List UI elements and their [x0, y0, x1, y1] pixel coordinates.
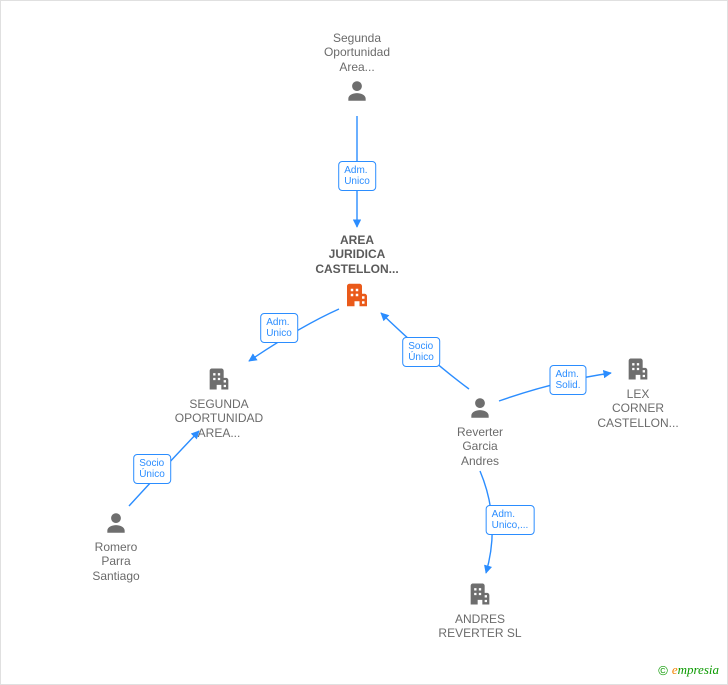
node-segunda-oportunidad-top[interactable]: Segunda Oportunidad Area... [292, 31, 422, 108]
node-segunda-oportunidad-lower[interactable]: SEGUNDA OPORTUNIDAD AREA... [154, 361, 284, 440]
building-icon [292, 280, 422, 310]
edge-label-socio-unico-1: Socio Único [402, 337, 440, 367]
node-label: SEGUNDA OPORTUNIDAD AREA... [154, 397, 284, 440]
diagram-canvas: Adm. Unico Adm. Unico Socio Único Adm. S… [0, 0, 728, 685]
person-icon [292, 78, 422, 104]
node-area-juridica[interactable]: AREA JURIDICA CASTELLON... [292, 233, 422, 314]
copyright-symbol: © [658, 663, 668, 678]
node-label: ANDRES REVERTER SL [415, 612, 545, 641]
brand-rest: mpresia [678, 662, 719, 677]
building-icon [154, 365, 284, 393]
node-label: Segunda Oportunidad Area... [292, 31, 422, 74]
copyright: © empresia [658, 662, 719, 678]
node-romero[interactable]: Romero Parra Santiago [51, 506, 181, 583]
person-icon [415, 395, 545, 421]
node-label: LEX CORNER CASTELLON... [573, 387, 703, 430]
node-reverter[interactable]: Reverter Garcia Andres [415, 391, 545, 468]
building-icon [573, 355, 703, 383]
edge-label-socio-unico-2: Socio Único [133, 454, 171, 484]
edge-label-adm-unico-2: Adm. Unico [260, 313, 298, 343]
edge-label-adm-unico-3: Adm. Unico,... [486, 505, 535, 535]
building-icon [415, 580, 545, 608]
node-lex-corner[interactable]: LEX CORNER CASTELLON... [573, 351, 703, 430]
node-label: Romero Parra Santiago [51, 540, 181, 583]
node-label: AREA JURIDICA CASTELLON... [292, 233, 422, 276]
node-andres-reverter[interactable]: ANDRES REVERTER SL [415, 576, 545, 641]
edge-label-adm-unico-1: Adm. Unico [338, 161, 376, 191]
person-icon [51, 510, 181, 536]
node-label: Reverter Garcia Andres [415, 425, 545, 468]
